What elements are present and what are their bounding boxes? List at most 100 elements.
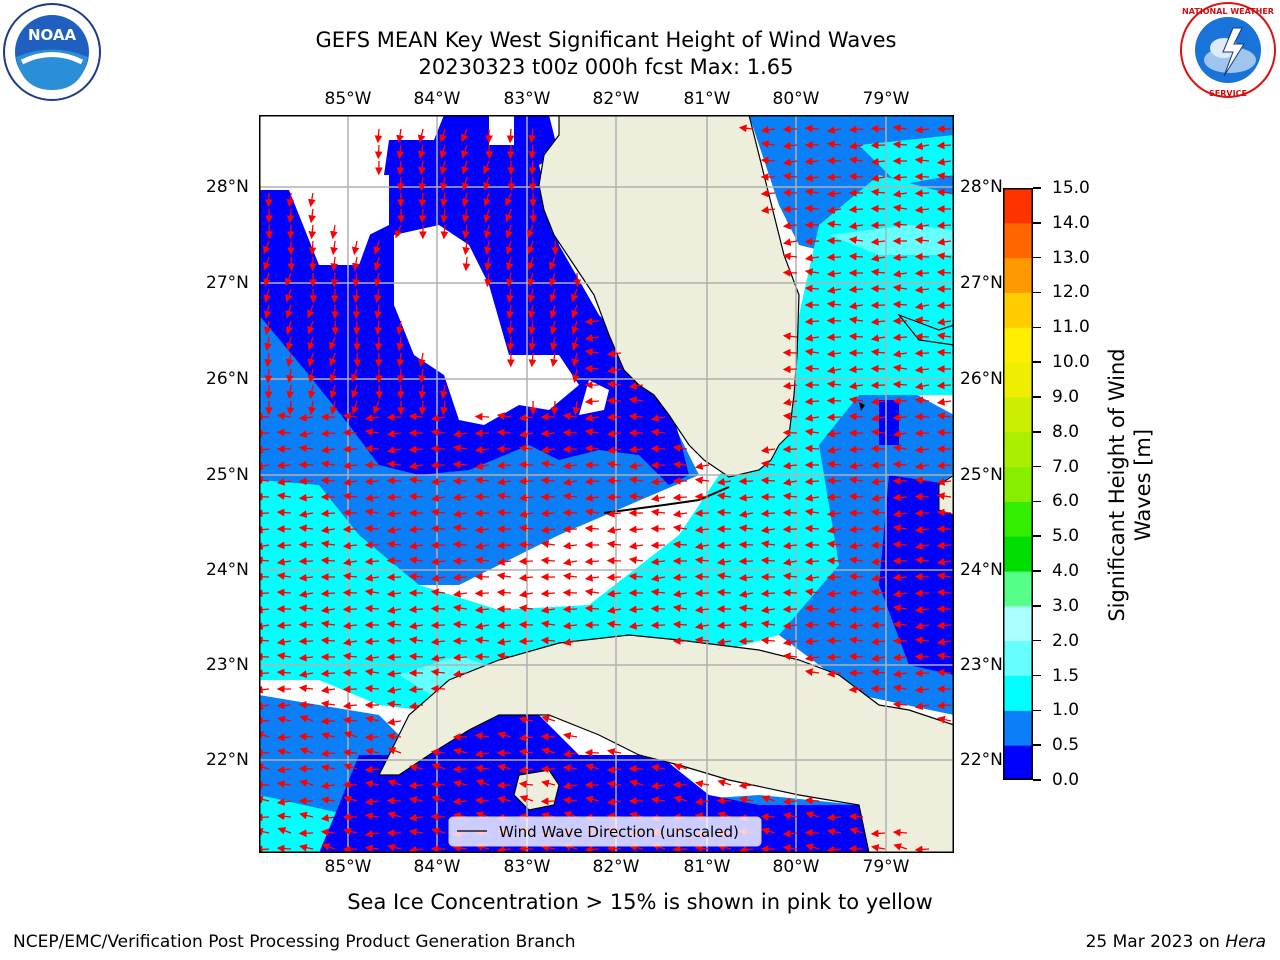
wave-direction-arrow xyxy=(585,795,600,804)
wave-direction-arrow xyxy=(474,492,490,501)
wave-direction-arrow xyxy=(936,398,952,406)
wave-direction-arrow xyxy=(373,272,382,287)
wave-direction-arrow xyxy=(431,763,446,771)
wave-direction-arrow xyxy=(870,654,886,662)
wave-direction-arrow xyxy=(386,476,402,485)
wave-direction-arrow xyxy=(259,795,270,804)
wave-direction-arrow xyxy=(738,781,754,790)
wave-direction-arrow xyxy=(299,843,314,852)
wave-direction-arrow xyxy=(760,156,776,165)
wave-direction-arrow xyxy=(431,795,446,803)
wave-direction-arrow xyxy=(307,352,316,367)
wave-direction-arrow xyxy=(936,508,952,517)
wave-direction-arrow xyxy=(826,206,842,214)
wave-direction-arrow xyxy=(418,208,427,224)
wave-direction-arrow xyxy=(584,364,600,373)
wave-direction-arrow xyxy=(386,796,402,805)
wave-direction-arrow xyxy=(298,637,314,646)
wave-direction-arrow xyxy=(870,541,886,550)
latitude-label: 27°N xyxy=(960,273,1003,293)
wave-direction-arrow xyxy=(571,304,579,319)
wave-direction-arrow xyxy=(716,541,732,550)
wave-direction-arrow xyxy=(373,256,382,271)
wave-direction-arrow xyxy=(628,542,644,550)
wave-direction-arrow xyxy=(330,256,339,272)
wave-direction-arrow xyxy=(870,588,886,597)
wave-direction-arrow xyxy=(276,588,292,597)
wave-direction-arrow xyxy=(342,461,358,470)
wave-direction-arrow xyxy=(562,428,578,437)
wave-direction-arrow xyxy=(431,827,446,835)
wave-direction-arrow xyxy=(298,460,314,469)
wave-direction-arrow xyxy=(550,352,558,368)
wave-direction-arrow xyxy=(276,701,292,710)
wave-direction-arrow xyxy=(606,780,622,788)
wave-direction-arrow xyxy=(276,572,292,580)
wave-direction-arrow xyxy=(364,588,380,596)
wave-direction-arrow xyxy=(826,349,842,358)
wave-direction-arrow xyxy=(496,781,512,790)
wave-direction-arrow xyxy=(782,268,798,277)
wave-direction-arrow xyxy=(562,638,578,646)
wave-direction-arrow xyxy=(320,556,336,565)
wave-direction-arrow xyxy=(761,827,776,835)
wave-direction-arrow xyxy=(584,397,600,406)
wave-direction-arrow xyxy=(430,444,446,453)
wave-direction-arrow xyxy=(562,558,578,566)
wave-direction-arrow xyxy=(826,540,842,549)
wave-direction-arrow xyxy=(396,384,405,400)
wave-direction-arrow xyxy=(285,304,293,319)
wave-direction-arrow xyxy=(826,620,842,629)
wave-direction-arrow xyxy=(286,224,295,240)
wave-direction-arrow xyxy=(276,412,292,420)
chart-title: GEFS MEAN Key West Significant Height of… xyxy=(315,28,897,52)
wave-direction-arrow xyxy=(760,556,776,565)
wave-direction-arrow xyxy=(342,668,358,677)
wave-direction-arrow xyxy=(496,572,512,580)
wave-direction-arrow xyxy=(298,732,314,741)
wave-direction-arrow xyxy=(936,238,952,246)
wave-direction-arrow xyxy=(892,653,908,662)
wave-direction-arrow xyxy=(527,256,535,271)
wave-direction-arrow xyxy=(264,384,273,400)
wave-direction-arrow xyxy=(606,476,622,485)
wave-direction-arrow xyxy=(549,288,557,303)
wave-direction-arrow xyxy=(364,637,380,646)
wave-direction-arrow xyxy=(505,272,514,288)
wave-direction-arrow xyxy=(892,510,908,518)
wave-direction-arrow xyxy=(264,192,273,208)
wave-direction-arrow xyxy=(430,588,446,597)
wave-direction-arrow xyxy=(506,336,515,352)
wave-direction-arrow xyxy=(914,285,930,294)
wave-direction-arrow xyxy=(342,558,358,566)
wave-direction-arrow xyxy=(892,124,908,132)
wave-direction-arrow xyxy=(430,557,446,566)
colorbar-tick-label: 7.0 xyxy=(1052,456,1080,477)
wave-direction-arrow xyxy=(892,620,908,629)
wave-direction-arrow xyxy=(461,144,469,159)
wave-direction-arrow xyxy=(936,588,952,597)
wave-direction-arrow xyxy=(320,700,336,708)
wave-direction-arrow xyxy=(628,622,644,630)
wave-direction-arrow xyxy=(299,747,314,755)
wave-direction-arrow xyxy=(804,588,820,596)
colorbar-tick-mark xyxy=(1033,361,1041,363)
wave-direction-arrow xyxy=(351,400,359,415)
wave-direction-arrow xyxy=(936,428,952,437)
colorbar-tick-label: 11.0 xyxy=(1052,317,1090,338)
colorbar-segment xyxy=(1003,710,1033,746)
wave-direction-arrow xyxy=(374,288,382,304)
colorbar-segment xyxy=(1003,571,1033,607)
wave-direction-arrow xyxy=(804,157,820,166)
wave-direction-arrow xyxy=(914,222,930,230)
wave-direction-arrow xyxy=(518,430,534,438)
wave-direction-arrow xyxy=(848,525,864,534)
wave-direction-arrow xyxy=(914,636,930,645)
wave-direction-arrow xyxy=(374,144,383,160)
wave-direction-arrow xyxy=(496,541,512,550)
wave-direction-arrow xyxy=(540,844,556,852)
wave-direction-arrow xyxy=(694,636,710,645)
wave-direction-arrow xyxy=(892,333,908,342)
longitude-label: 80°W xyxy=(772,857,820,877)
wave-direction-arrow xyxy=(396,352,405,368)
